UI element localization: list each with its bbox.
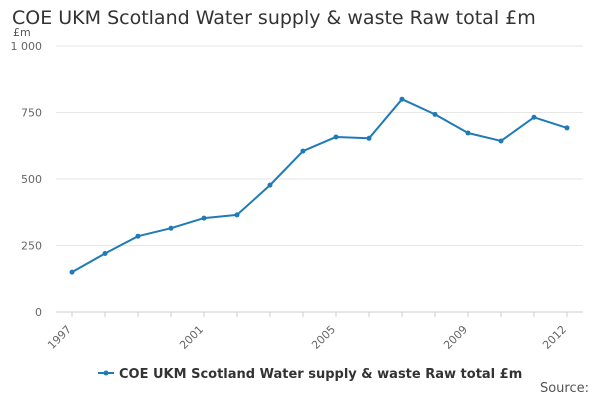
x-tick-label: 2009 (441, 323, 470, 352)
data-point (366, 135, 372, 141)
data-point (465, 130, 471, 136)
data-point (399, 96, 405, 102)
data-point (201, 215, 207, 221)
data-point (102, 250, 108, 256)
y-tick-label: 0 (35, 306, 42, 319)
data-point (234, 212, 240, 218)
data-point (531, 114, 537, 120)
gridlines (56, 45, 583, 313)
data-point (69, 269, 75, 275)
y-axis-ticks: 0 250 500 750 1 000 (11, 40, 43, 319)
y-axis-unit-label: £m (13, 26, 31, 39)
data-point (333, 134, 339, 140)
series-line (71, 98, 568, 273)
legend-label: COE UKM Scotland Water supply & waste Ra… (119, 367, 522, 382)
data-point (432, 111, 438, 117)
source-label[interactable]: Source: (539, 381, 589, 396)
x-tick-label: 2012 (540, 323, 569, 352)
data-point (564, 125, 570, 131)
x-axis-ticks: 1997 2001 2005 2009 2012 (45, 311, 583, 352)
x-tick-label: 2001 (177, 323, 206, 352)
data-point (498, 138, 504, 144)
legend[interactable]: COE UKM Scotland Water supply & waste Ra… (98, 367, 522, 382)
data-point (267, 182, 273, 188)
series-group (69, 96, 570, 275)
data-point (300, 148, 306, 154)
legend-marker-icon (103, 370, 109, 376)
y-tick-label: 500 (21, 173, 42, 186)
data-point (168, 225, 174, 231)
chart-title: COE UKM Scotland Water supply & waste Ra… (12, 7, 536, 29)
y-tick-label: 250 (21, 240, 42, 253)
data-point (135, 233, 141, 239)
x-tick-label: 1997 (45, 323, 74, 352)
x-tick-label: 2005 (309, 323, 338, 352)
y-tick-label: 1 000 (11, 40, 43, 53)
y-tick-label: 750 (21, 107, 42, 120)
